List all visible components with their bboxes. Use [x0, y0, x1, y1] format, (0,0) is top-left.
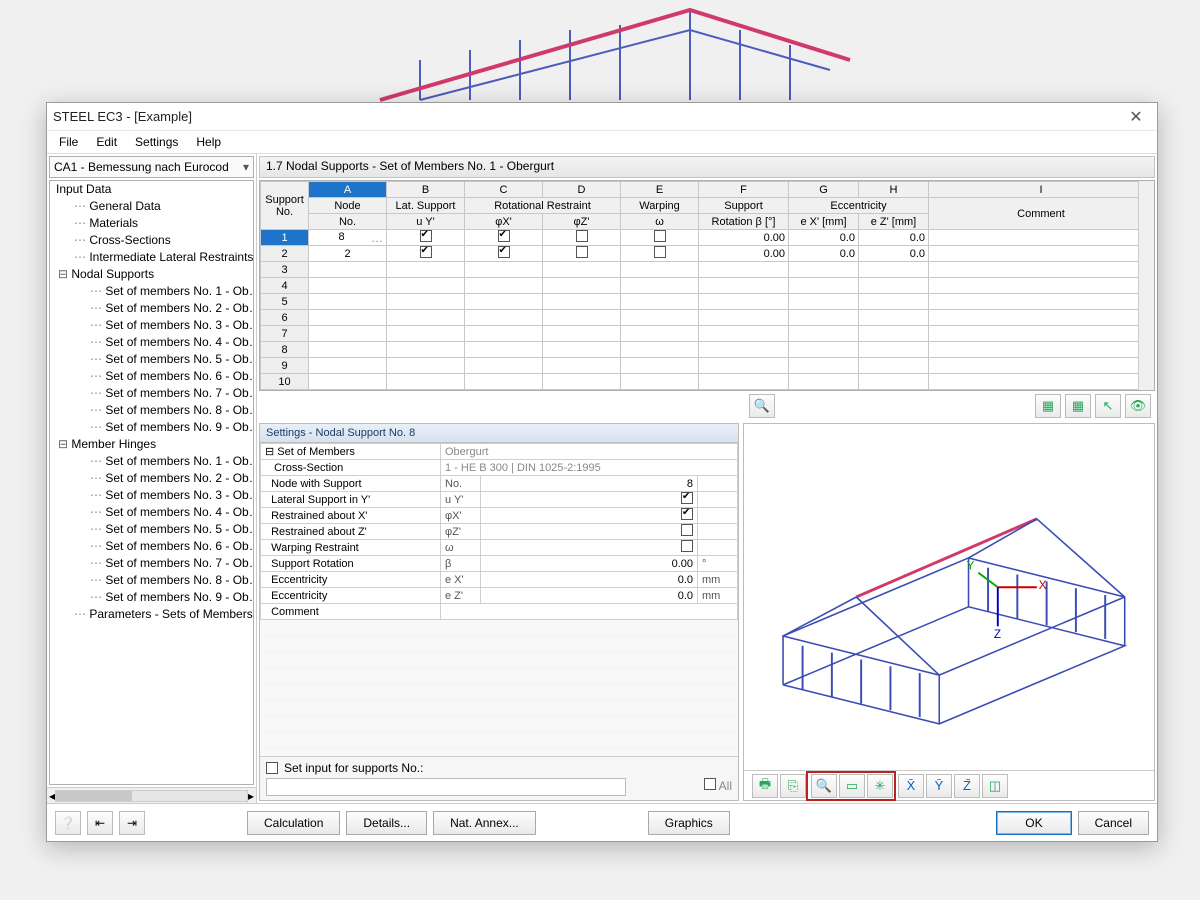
tree-node[interactable]: Cross-Sections: [50, 232, 253, 249]
tree-node[interactable]: Nodal Supports: [50, 266, 253, 283]
tree-node[interactable]: Set of members No. 5 - Ob…: [50, 521, 253, 538]
preview-3d-canvas[interactable]: X Y Z: [744, 424, 1154, 770]
tree-node[interactable]: Member Hinges: [50, 436, 253, 453]
tree-node[interactable]: Materials: [50, 215, 253, 232]
settings-pane: Settings - Nodal Support No. 8 ⊟ Set of …: [259, 423, 739, 801]
copy-view-icon[interactable]: ⎘: [780, 774, 806, 798]
tree-node[interactable]: Set of members No. 4 - Ob…: [50, 504, 253, 521]
grid-toolbar: 🔍 ▦ ▦ ↖ 👁: [257, 391, 1157, 421]
graphics-button[interactable]: Graphics: [648, 811, 730, 835]
properties-table[interactable]: ⊟ Set of MembersObergurt Cross-Section1 …: [260, 443, 738, 620]
main-panel: 1.7 Nodal Supports - Set of Members No. …: [257, 154, 1157, 803]
tree-node[interactable]: Set of members No. 7 - Ob…: [50, 385, 253, 402]
tree-node[interactable]: Set of members No. 3 - Ob…: [50, 487, 253, 504]
view-3d-icon[interactable]: ◫: [982, 774, 1008, 798]
left-panel: CA1 - Bemessung nach Eurocod Input DataG…: [47, 154, 257, 803]
excel-export-icon[interactable]: ▦: [1035, 394, 1061, 418]
tree-node[interactable]: Parameters - Sets of Members: [50, 606, 253, 623]
tree-node[interactable]: Set of members No. 8 - Ob…: [50, 402, 253, 419]
set-input-row: Set input for supports No.: All: [260, 756, 738, 800]
tree-node[interactable]: Set of members No. 3 - Ob…: [50, 317, 253, 334]
title-bar: STEEL EC3 - [Example] ✕: [47, 103, 1157, 131]
window-title: STEEL EC3 - [Example]: [53, 109, 1121, 124]
case-dropdown[interactable]: CA1 - Bemessung nach Eurocod: [49, 156, 254, 178]
menu-settings[interactable]: Settings: [127, 133, 186, 151]
tree-node[interactable]: Set of members No. 9 - Ob…: [50, 589, 253, 606]
ok-button[interactable]: OK: [996, 811, 1071, 835]
grid-vscrollbar[interactable]: [1138, 181, 1154, 390]
calculation-button[interactable]: Calculation: [247, 811, 340, 835]
tree-node[interactable]: Intermediate Lateral Restraints: [50, 249, 253, 266]
tree-node[interactable]: Set of members No. 6 - Ob…: [50, 538, 253, 555]
navigation-tree[interactable]: Input DataGeneral DataMaterialsCross-Sec…: [49, 180, 254, 785]
set-input-field[interactable]: [266, 778, 626, 796]
next-icon[interactable]: ⇥: [119, 811, 145, 835]
svg-text:Y: Y: [967, 560, 975, 573]
preview-pane: X Y Z 🖶 ⎘ 🔍 ▭ ✳: [743, 423, 1155, 801]
view-icon[interactable]: 👁: [1125, 394, 1151, 418]
prev-icon[interactable]: ⇤: [87, 811, 113, 835]
cancel-button[interactable]: Cancel: [1078, 811, 1149, 835]
svg-text:Z: Z: [994, 628, 1001, 641]
menu-file[interactable]: File: [51, 133, 86, 151]
properties-empty-area: [260, 620, 738, 756]
case-dropdown-text: CA1 - Bemessung nach Eurocod: [54, 160, 229, 174]
tree-node[interactable]: Input Data: [50, 181, 253, 198]
nat-annex-button[interactable]: Nat. Annex...: [433, 811, 536, 835]
view-x-icon[interactable]: X̄: [898, 774, 924, 798]
tree-node[interactable]: Set of members No. 1 - Ob…: [50, 453, 253, 470]
view-y-icon[interactable]: Ȳ: [926, 774, 952, 798]
tree-node[interactable]: Set of members No. 7 - Ob…: [50, 555, 253, 572]
tree-node[interactable]: Set of members No. 6 - Ob…: [50, 368, 253, 385]
menu-edit[interactable]: Edit: [88, 133, 125, 151]
tree-node[interactable]: Set of members No. 1 - Ob…: [50, 283, 253, 300]
set-input-checkbox[interactable]: [266, 762, 278, 774]
panel-title: 1.7 Nodal Supports - Set of Members No. …: [259, 156, 1155, 178]
tree-node[interactable]: Set of members No. 2 - Ob…: [50, 300, 253, 317]
tree-node[interactable]: General Data: [50, 198, 253, 215]
dialog-footer: ❔ ⇤ ⇥ Calculation Details... Nat. Annex.…: [47, 803, 1157, 841]
all-label: All: [719, 779, 732, 793]
tree-node[interactable]: Set of members No. 5 - Ob…: [50, 351, 253, 368]
close-icon[interactable]: ✕: [1121, 107, 1151, 127]
settings-title: Settings - Nodal Support No. 8: [260, 424, 738, 443]
set-input-label: Set input for supports No.:: [284, 761, 423, 775]
dialog-window: STEEL EC3 - [Example] ✕ File Edit Settin…: [46, 102, 1158, 842]
pick-icon[interactable]: ↖: [1095, 394, 1121, 418]
tree-hscrollbar[interactable]: ◂▸: [47, 787, 256, 803]
isometric-icon[interactable]: ✳: [867, 774, 893, 798]
highlighted-tool-group: 🔍 ▭ ✳: [806, 771, 896, 801]
help-icon[interactable]: ❔: [55, 811, 81, 835]
menu-help[interactable]: Help: [188, 133, 229, 151]
details-button[interactable]: Details...: [346, 811, 427, 835]
excel-import-icon[interactable]: ▦: [1065, 394, 1091, 418]
fit-view-icon[interactable]: ▭: [839, 774, 865, 798]
tree-node[interactable]: Set of members No. 8 - Ob…: [50, 572, 253, 589]
print-icon[interactable]: 🖶: [752, 774, 778, 798]
zoom-icon[interactable]: 🔍: [811, 774, 837, 798]
svg-text:X: X: [1039, 579, 1047, 592]
supports-grid[interactable]: SupportNo.ABCDEFGHINodeLat. SupportRotat…: [259, 180, 1155, 391]
menu-bar: File Edit Settings Help: [47, 131, 1157, 153]
tree-node[interactable]: Set of members No. 9 - Ob…: [50, 419, 253, 436]
preview-toolbar: 🖶 ⎘ 🔍 ▭ ✳ X̄ Ȳ Z̄ ◫: [744, 770, 1154, 800]
tree-node[interactable]: Set of members No. 2 - Ob…: [50, 470, 253, 487]
filter-icon[interactable]: 🔍: [749, 394, 775, 418]
view-z-icon[interactable]: Z̄: [954, 774, 980, 798]
tree-node[interactable]: Set of members No. 4 - Ob…: [50, 334, 253, 351]
all-checkbox[interactable]: [704, 778, 716, 790]
